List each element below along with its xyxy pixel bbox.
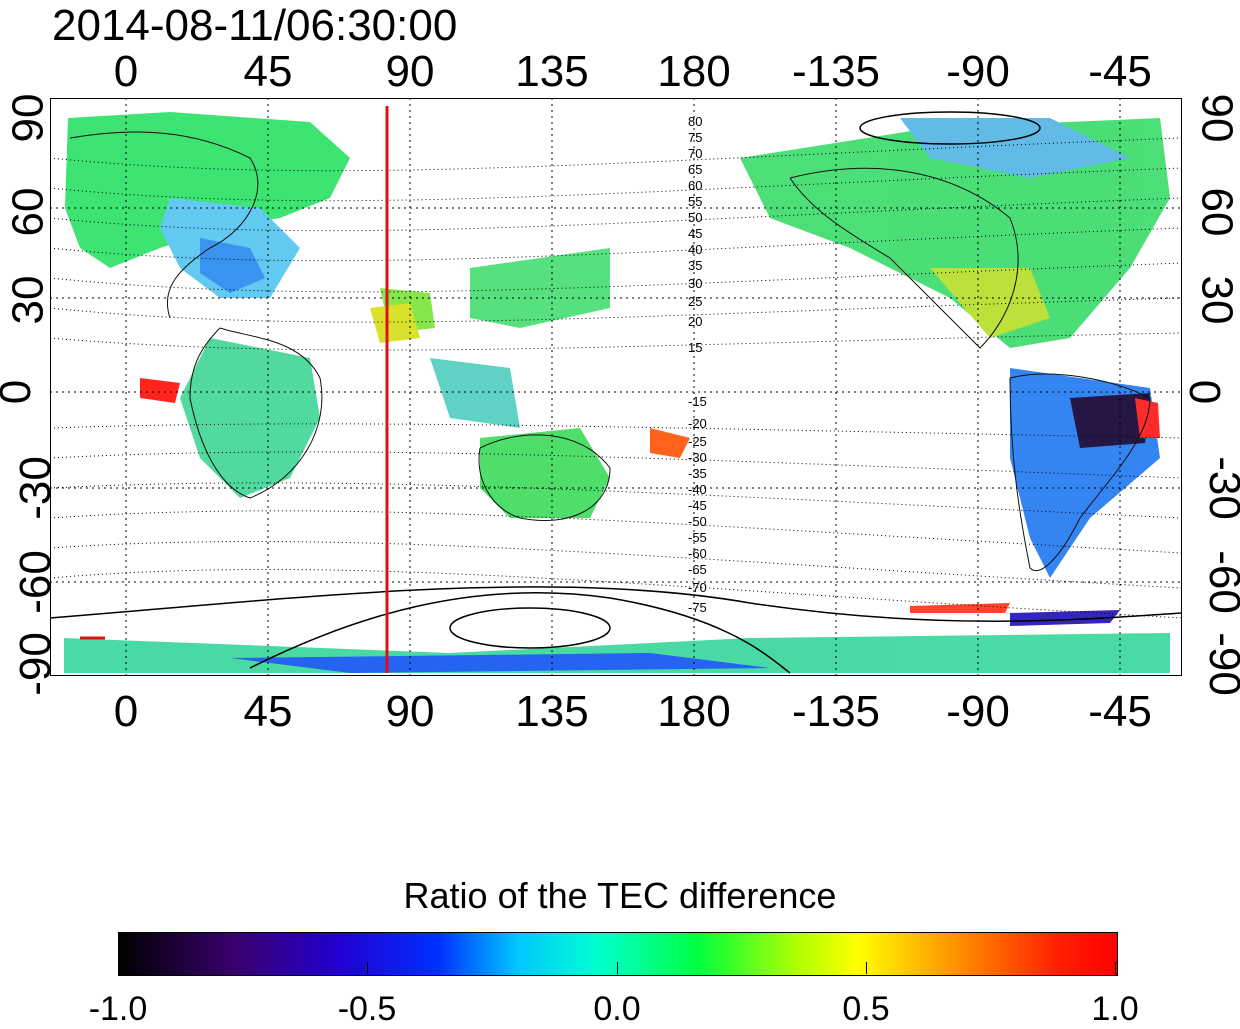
contour-label: -65 <box>688 562 707 577</box>
top-lon-tick-45: 45 <box>243 47 293 96</box>
left-lat-tick-60: 60 <box>3 187 53 237</box>
right-lat-tick-m60: -60 <box>1199 550 1240 614</box>
contour-label: 15 <box>688 340 702 355</box>
contour-label: 45 <box>688 226 702 241</box>
tec-region-east-asia <box>470 248 610 328</box>
tec-region-africa-west <box>140 378 180 403</box>
tec-region-eurasia-north <box>65 112 350 268</box>
contour-label: -70 <box>688 580 707 595</box>
right-lat-tick-0: 0 <box>1180 379 1230 405</box>
contour-label: -30 <box>688 450 707 465</box>
bottom-lon-tick-m45: -45 <box>1088 687 1152 736</box>
top-lon-tick-90: 90 <box>385 47 435 96</box>
contour-label: 60 <box>688 178 702 193</box>
contour-labels-south: -15 -20 -25 -30 -35 -40 -45 -50 -55 -60 … <box>688 394 707 615</box>
colorbar <box>118 932 1118 976</box>
left-lat-tick-30: 30 <box>3 275 53 325</box>
contour-label: 40 <box>688 242 702 257</box>
contour-label: 75 <box>688 130 702 145</box>
contour-label: 25 <box>688 294 702 309</box>
tec-region-se-asia <box>430 358 520 428</box>
bottom-lon-tick-0: 0 <box>113 687 139 736</box>
tec-map: 80 75 70 65 60 55 50 45 40 35 30 25 20 1… <box>49 97 1183 677</box>
contour-label: 65 <box>688 162 702 177</box>
colorbar-tick-0: 0.0 <box>593 990 641 1028</box>
right-lat-tick-30: 30 <box>1192 275 1240 325</box>
map-timestamp: 2014-08-11/06:30:00 <box>52 1 458 50</box>
auroral-contours <box>49 111 1183 674</box>
contour-label: -15 <box>688 394 707 409</box>
contour-label: -55 <box>688 530 707 545</box>
right-lat-tick-m90: -90 <box>1199 632 1240 696</box>
colorbar-title: Ratio of the TEC difference <box>403 875 837 916</box>
tec-region-north-america-blue <box>900 118 1130 178</box>
contour-label: -25 <box>688 434 707 449</box>
top-lon-tick-180: 180 <box>657 47 731 96</box>
contour-label: 55 <box>688 194 702 209</box>
bottom-lon-tick-135: 135 <box>515 687 589 736</box>
contour-label: 80 <box>688 114 702 129</box>
colorbar-mark <box>118 962 119 974</box>
top-lon-tick-135: 135 <box>515 47 589 96</box>
colorbar-mark <box>866 962 867 974</box>
bottom-lon-tick-90: 90 <box>385 687 435 736</box>
right-lat-tick-m30: -30 <box>1199 456 1240 520</box>
tec-data-layer <box>64 112 1170 673</box>
tec-region-north-america <box>740 118 1170 348</box>
tec-region-india <box>370 303 420 343</box>
contour-label: -35 <box>688 466 707 481</box>
contour-label: 20 <box>688 314 702 329</box>
contour-label: 50 <box>688 210 702 225</box>
top-lon-tick-m90: -90 <box>946 47 1010 96</box>
right-lat-tick-90: 90 <box>1192 93 1240 143</box>
contour-label: -60 <box>688 546 707 561</box>
tec-region-usa <box>930 268 1050 338</box>
bottom-lon-tick-45: 45 <box>243 687 293 736</box>
tec-map-canvas: 80 75 70 65 60 55 50 45 40 35 30 25 20 1… <box>49 97 1183 677</box>
contour-label: 30 <box>688 276 702 291</box>
colorbar-mark <box>617 962 618 974</box>
right-lat-tick-60: 60 <box>1192 187 1240 237</box>
colorbar-mark <box>1115 962 1116 974</box>
tec-region-mediterranean <box>200 238 265 293</box>
colorbar-tick-05: 0.5 <box>842 990 890 1028</box>
contour-label: -45 <box>688 498 707 513</box>
colorbar-tick-m1: -1.0 <box>88 990 148 1028</box>
contour-label: 70 <box>688 146 702 161</box>
tec-region-antarctic-blue <box>230 653 770 673</box>
bottom-lon-tick-m90: -90 <box>946 687 1010 736</box>
contour-label: -20 <box>688 416 707 431</box>
left-lat-tick-90: 90 <box>3 93 53 143</box>
colorbar-tick-m05: -0.5 <box>337 990 397 1028</box>
contour-label: 35 <box>688 258 702 273</box>
top-lon-tick-m135: -135 <box>791 47 881 96</box>
contour-label: -75 <box>688 600 707 615</box>
tec-region-africa <box>180 338 320 498</box>
top-lon-tick-0: 0 <box>113 47 139 96</box>
top-lon-tick-m45: -45 <box>1088 47 1152 96</box>
tec-region-brazil-red <box>1135 398 1160 438</box>
tec-region-antarctic-red <box>910 603 1010 613</box>
contour-label: -50 <box>688 514 707 529</box>
tec-region-australia <box>480 428 610 518</box>
contour-label: -40 <box>688 482 707 497</box>
tec-region-antarctic-purple <box>1010 610 1120 626</box>
coastlines <box>69 131 1151 571</box>
colorbar-mark <box>367 962 368 974</box>
left-lat-tick-0: 0 <box>0 380 40 404</box>
colorbar-tick-1: 1.0 <box>1091 990 1139 1028</box>
tec-region-pacific-red <box>650 428 690 458</box>
tec-region-brazil-dark <box>1070 393 1150 448</box>
bottom-lon-tick-m135: -135 <box>791 687 881 736</box>
bottom-lon-tick-180: 180 <box>657 687 731 736</box>
magnetic-contours <box>49 137 1183 619</box>
contour-labels-north: 80 75 70 65 60 55 50 45 40 35 30 25 20 1… <box>688 114 702 355</box>
